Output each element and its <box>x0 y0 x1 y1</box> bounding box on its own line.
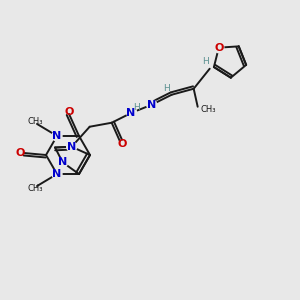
Text: CH₃: CH₃ <box>27 117 43 126</box>
Text: H: H <box>133 103 140 112</box>
Text: H: H <box>163 84 170 93</box>
Circle shape <box>52 131 62 141</box>
Text: O: O <box>64 107 74 117</box>
Text: CH₃: CH₃ <box>27 184 43 193</box>
Text: N: N <box>67 142 76 152</box>
Text: N: N <box>58 157 67 167</box>
Text: O: O <box>118 139 128 149</box>
Text: O: O <box>15 148 25 158</box>
Circle shape <box>67 142 77 152</box>
Circle shape <box>214 43 224 53</box>
Text: N: N <box>52 169 62 179</box>
Text: N: N <box>126 108 135 118</box>
Text: O: O <box>214 43 224 53</box>
Text: N: N <box>147 100 156 110</box>
Circle shape <box>147 100 157 110</box>
Circle shape <box>127 108 137 118</box>
Text: N: N <box>52 131 62 141</box>
Circle shape <box>58 157 68 167</box>
Circle shape <box>52 169 62 179</box>
Text: H: H <box>202 57 209 66</box>
Text: CH₃: CH₃ <box>201 105 216 114</box>
